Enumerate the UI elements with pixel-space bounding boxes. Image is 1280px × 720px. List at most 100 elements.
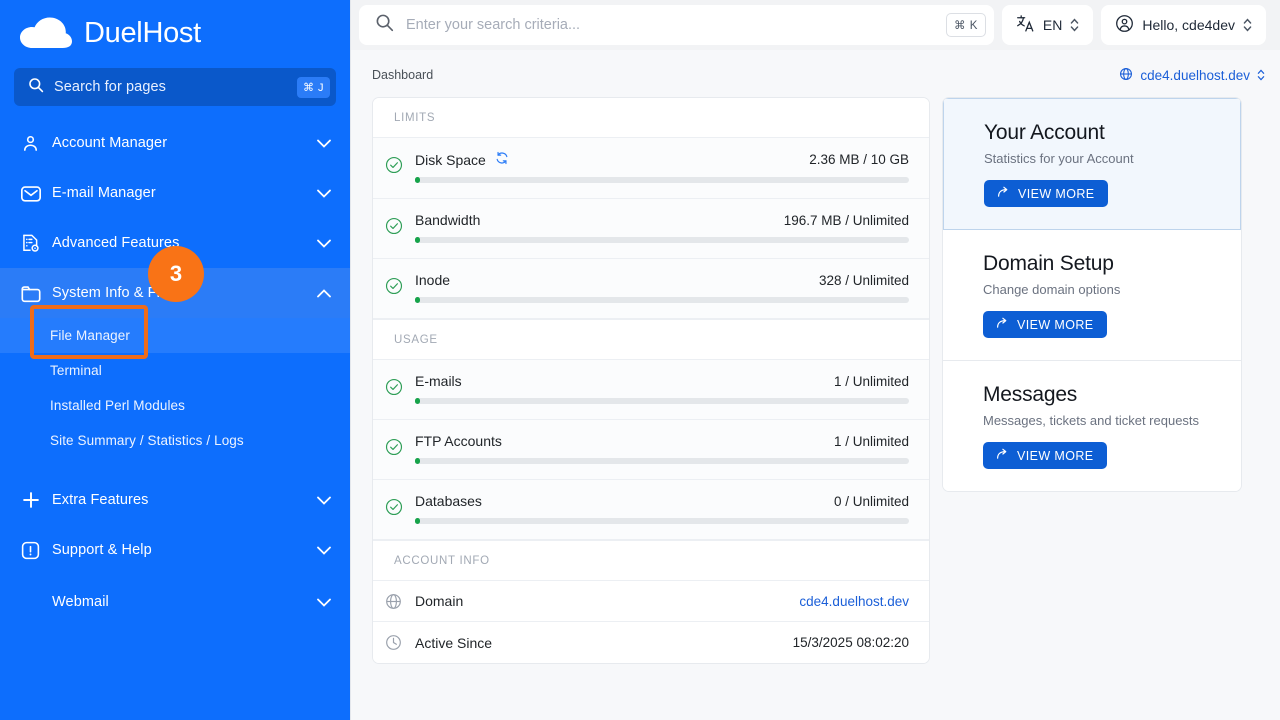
- limit-row-name: Disk Space: [415, 151, 486, 168]
- sidebar-search-shortcut: ⌘ J: [296, 76, 330, 98]
- usage-row: FTP Accounts 1 / Unlimited: [373, 420, 929, 480]
- chevron-down-icon[interactable]: [316, 139, 332, 148]
- stats-card: LIMITS Disk Space: [372, 97, 930, 664]
- user-icon: [20, 133, 50, 154]
- account-info-row-value[interactable]: cde4.duelhost.dev: [799, 593, 909, 609]
- sidebar-item-label: Support & Help: [52, 542, 152, 558]
- sidebar-item-webmail[interactable]: Webmail: [0, 577, 350, 627]
- sidebar-subitem-label: File Manager: [50, 328, 130, 343]
- sidebar-subitem-installed-perl-modules[interactable]: Installed Perl Modules: [0, 388, 350, 423]
- dashboard-columns: LIMITS Disk Space: [372, 97, 1265, 664]
- status-ok-icon: [385, 272, 415, 300]
- card-title: Messages: [983, 383, 1078, 406]
- limit-row-name: Inode: [415, 272, 451, 288]
- breadcrumb: Dashboard: [372, 68, 434, 82]
- sidebar-subitem-file-manager[interactable]: File Manager: [0, 318, 350, 353]
- sidebar-item-email-manager[interactable]: E-mail Manager: [0, 168, 350, 218]
- limit-row-name: Bandwidth: [415, 212, 481, 228]
- dashboard-content: Dashboard cde4.duelhost.dev: [351, 50, 1280, 720]
- usage-row-name: Databases: [415, 493, 482, 509]
- card-domain-setup[interactable]: Domain Setup Change domain options VIEW …: [943, 230, 1241, 361]
- exclamation-square-icon: [20, 540, 50, 561]
- limit-row-progress: [415, 177, 909, 183]
- sidebar-subitem-label: Installed Perl Modules: [50, 398, 186, 413]
- limit-row-progress: [415, 237, 909, 243]
- refresh-icon[interactable]: [495, 151, 509, 168]
- account-info-heading: ACCOUNT INFO: [373, 540, 929, 581]
- limit-row-value: 196.7 MB / Unlimited: [783, 212, 909, 228]
- clock-icon: [385, 634, 415, 651]
- status-ok-icon: [385, 433, 415, 461]
- chevron-down-icon[interactable]: [316, 239, 332, 248]
- chevron-down-icon[interactable]: [316, 496, 332, 505]
- sidebar-search-placeholder: Search for pages: [54, 79, 167, 95]
- view-more-label: VIEW MORE: [1017, 317, 1094, 332]
- usage-row-value: 0 / Unlimited: [833, 493, 909, 509]
- plus-icon: [20, 489, 50, 511]
- user-circle-icon: [1115, 14, 1134, 36]
- sidebar-subitem-label: Site Summary / Statistics / Logs: [50, 433, 244, 448]
- language-selector[interactable]: EN: [1001, 5, 1094, 45]
- search-shortcut-badge: ⌘ K: [946, 13, 986, 37]
- sidebar-item-account-manager[interactable]: Account Manager: [0, 118, 350, 168]
- status-ok-icon: [385, 212, 415, 240]
- globe-icon: [1119, 67, 1133, 84]
- search-icon: [28, 77, 44, 98]
- sidebar-subitem-site-summary-statistics-logs[interactable]: Site Summary / Statistics / Logs: [0, 423, 350, 458]
- chevron-down-icon[interactable]: [316, 546, 332, 555]
- card-subtitle: Change domain options: [983, 282, 1121, 297]
- account-menu[interactable]: Hello, cde4dev: [1101, 5, 1266, 45]
- limits-heading: LIMITS: [373, 98, 929, 138]
- global-search[interactable]: ⌘ K: [359, 5, 994, 45]
- card-title: Your Account: [984, 121, 1105, 144]
- sidebar-search-input[interactable]: Search for pages ⌘ J: [14, 68, 336, 106]
- sidebar-subitem-terminal[interactable]: Terminal: [0, 353, 350, 388]
- usage-row-progress: [415, 458, 909, 464]
- view-more-button-domain-setup[interactable]: VIEW MORE: [983, 311, 1107, 338]
- globe-icon: [385, 593, 415, 610]
- usage-row: E-mails 1 / Unlimited: [373, 360, 929, 420]
- limit-row: Inode 328 / Unlimited: [373, 259, 929, 319]
- card-messages[interactable]: Messages Messages, tickets and ticket re…: [943, 361, 1241, 491]
- sidebar-item-label: Extra Features: [52, 492, 149, 508]
- side-cards: Your Account Statistics for your Account…: [942, 97, 1242, 492]
- sidebar-item-extra-features[interactable]: Extra Features: [0, 475, 350, 525]
- arrow-curve-icon: [996, 448, 1009, 464]
- arrow-curve-icon: [996, 317, 1009, 333]
- view-more-button-messages[interactable]: VIEW MORE: [983, 442, 1107, 469]
- card-subtitle: Messages, tickets and ticket requests: [983, 413, 1200, 428]
- chevron-down-icon[interactable]: [316, 598, 332, 607]
- domain-selector-label: cde4.duelhost.dev: [1140, 67, 1250, 83]
- brand[interactable]: DuelHost: [0, 0, 350, 62]
- status-ok-icon: [385, 151, 415, 179]
- sidebar: DuelHost Search for pages ⌘ J Account Ma…: [0, 0, 350, 720]
- language-label: EN: [1042, 17, 1063, 33]
- usage-row-name: E-mails: [415, 373, 462, 389]
- sidebar-item-label: Webmail: [52, 594, 109, 610]
- account-info-row: Domain cde4.duelhost.dev: [373, 581, 929, 622]
- sidebar-item-support-help[interactable]: Support & Help: [0, 525, 350, 575]
- status-ok-icon: [385, 373, 415, 401]
- sidebar-item-label: Account Manager: [52, 135, 168, 151]
- usage-row: Databases 0 / Unlimited: [373, 480, 929, 540]
- card-your-account[interactable]: Your Account Statistics for your Account…: [943, 98, 1241, 230]
- usage-row-value: 1 / Unlimited: [833, 433, 909, 449]
- view-more-label: VIEW MORE: [1017, 448, 1094, 463]
- sidebar-item-label: System Info & Files: [52, 285, 179, 301]
- cloud-icon: [18, 16, 74, 50]
- sidebar-subitem-label: Terminal: [50, 363, 102, 378]
- sidebar-nav: Account Manager E-mail Manager: [0, 118, 350, 627]
- sort-updown-icon: [1070, 18, 1079, 32]
- search-input[interactable]: [406, 17, 935, 33]
- sort-updown-icon: [1257, 69, 1265, 81]
- folder-icon: [20, 284, 50, 303]
- chevron-down-icon[interactable]: [316, 189, 332, 198]
- account-label: Hello, cde4dev: [1142, 17, 1235, 33]
- sidebar-item-label: E-mail Manager: [52, 185, 156, 201]
- domain-selector[interactable]: cde4.duelhost.dev: [1119, 67, 1265, 84]
- main-area: ⌘ K EN: [350, 0, 1280, 720]
- card-subtitle: Statistics for your Account: [984, 151, 1134, 166]
- view-more-button-your-account[interactable]: VIEW MORE: [984, 180, 1108, 207]
- sidebar-item-advanced-features[interactable]: Advanced Features: [0, 218, 350, 268]
- chevron-up-icon[interactable]: [316, 288, 332, 298]
